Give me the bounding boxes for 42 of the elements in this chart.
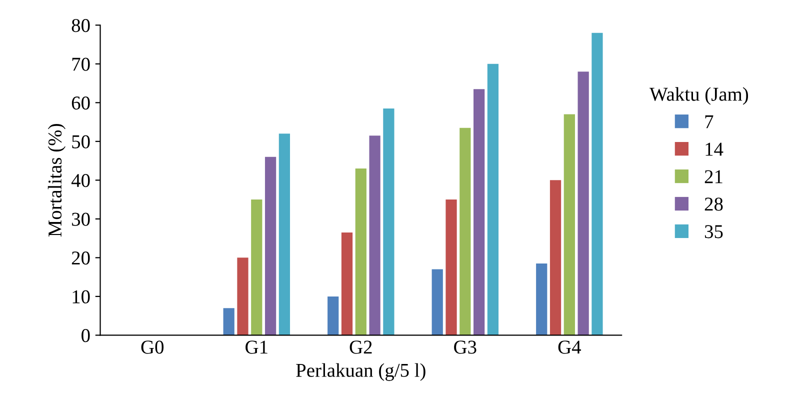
y-tick-label: 70 [72, 58, 90, 71]
x-tick-label: G2 [350, 340, 372, 354]
bar [460, 128, 471, 336]
bar [328, 296, 339, 336]
bar [237, 258, 248, 336]
bar [536, 264, 548, 336]
x-axis-title: Perlakuan (g/5 l) [296, 363, 426, 381]
bar [223, 308, 234, 336]
bar [487, 64, 499, 336]
bar [355, 168, 366, 336]
bar [432, 269, 443, 336]
bar [341, 232, 353, 336]
bar [578, 72, 589, 336]
legend-label: 14 [706, 142, 724, 156]
legend-label: 21 [704, 170, 722, 184]
x-tick-label: G0 [141, 340, 164, 354]
x-tick-label: G3 [454, 340, 476, 354]
x-tick-label: G1 [246, 340, 268, 354]
y-tick-label: 20 [72, 252, 90, 265]
bar [474, 89, 485, 336]
y-axis-title: Mortalitas (%) [48, 124, 66, 237]
legend-title: Waktu (Jam) [649, 87, 748, 105]
legend-label: 7 [705, 115, 714, 128]
x-tick-label: G4 [558, 340, 581, 354]
y-tick-label: 80 [72, 18, 90, 32]
bar [592, 32, 603, 336]
y-tick-label: 0 [82, 329, 90, 342]
bar [369, 136, 380, 336]
bar [278, 134, 290, 336]
y-tick-label: 30 [72, 212, 90, 226]
bar [264, 156, 276, 336]
bar [446, 200, 457, 336]
bar [550, 180, 562, 336]
y-tick-label: 10 [72, 290, 90, 304]
y-tick-label: 40 [71, 174, 90, 188]
y-tick-label: 60 [72, 96, 90, 110]
bar [383, 108, 394, 336]
y-tick-label: 50 [72, 135, 90, 148]
bar [251, 200, 262, 336]
legend-label: 35 [704, 225, 723, 238]
legend-label: 28 [704, 198, 723, 211]
bar [564, 114, 575, 336]
